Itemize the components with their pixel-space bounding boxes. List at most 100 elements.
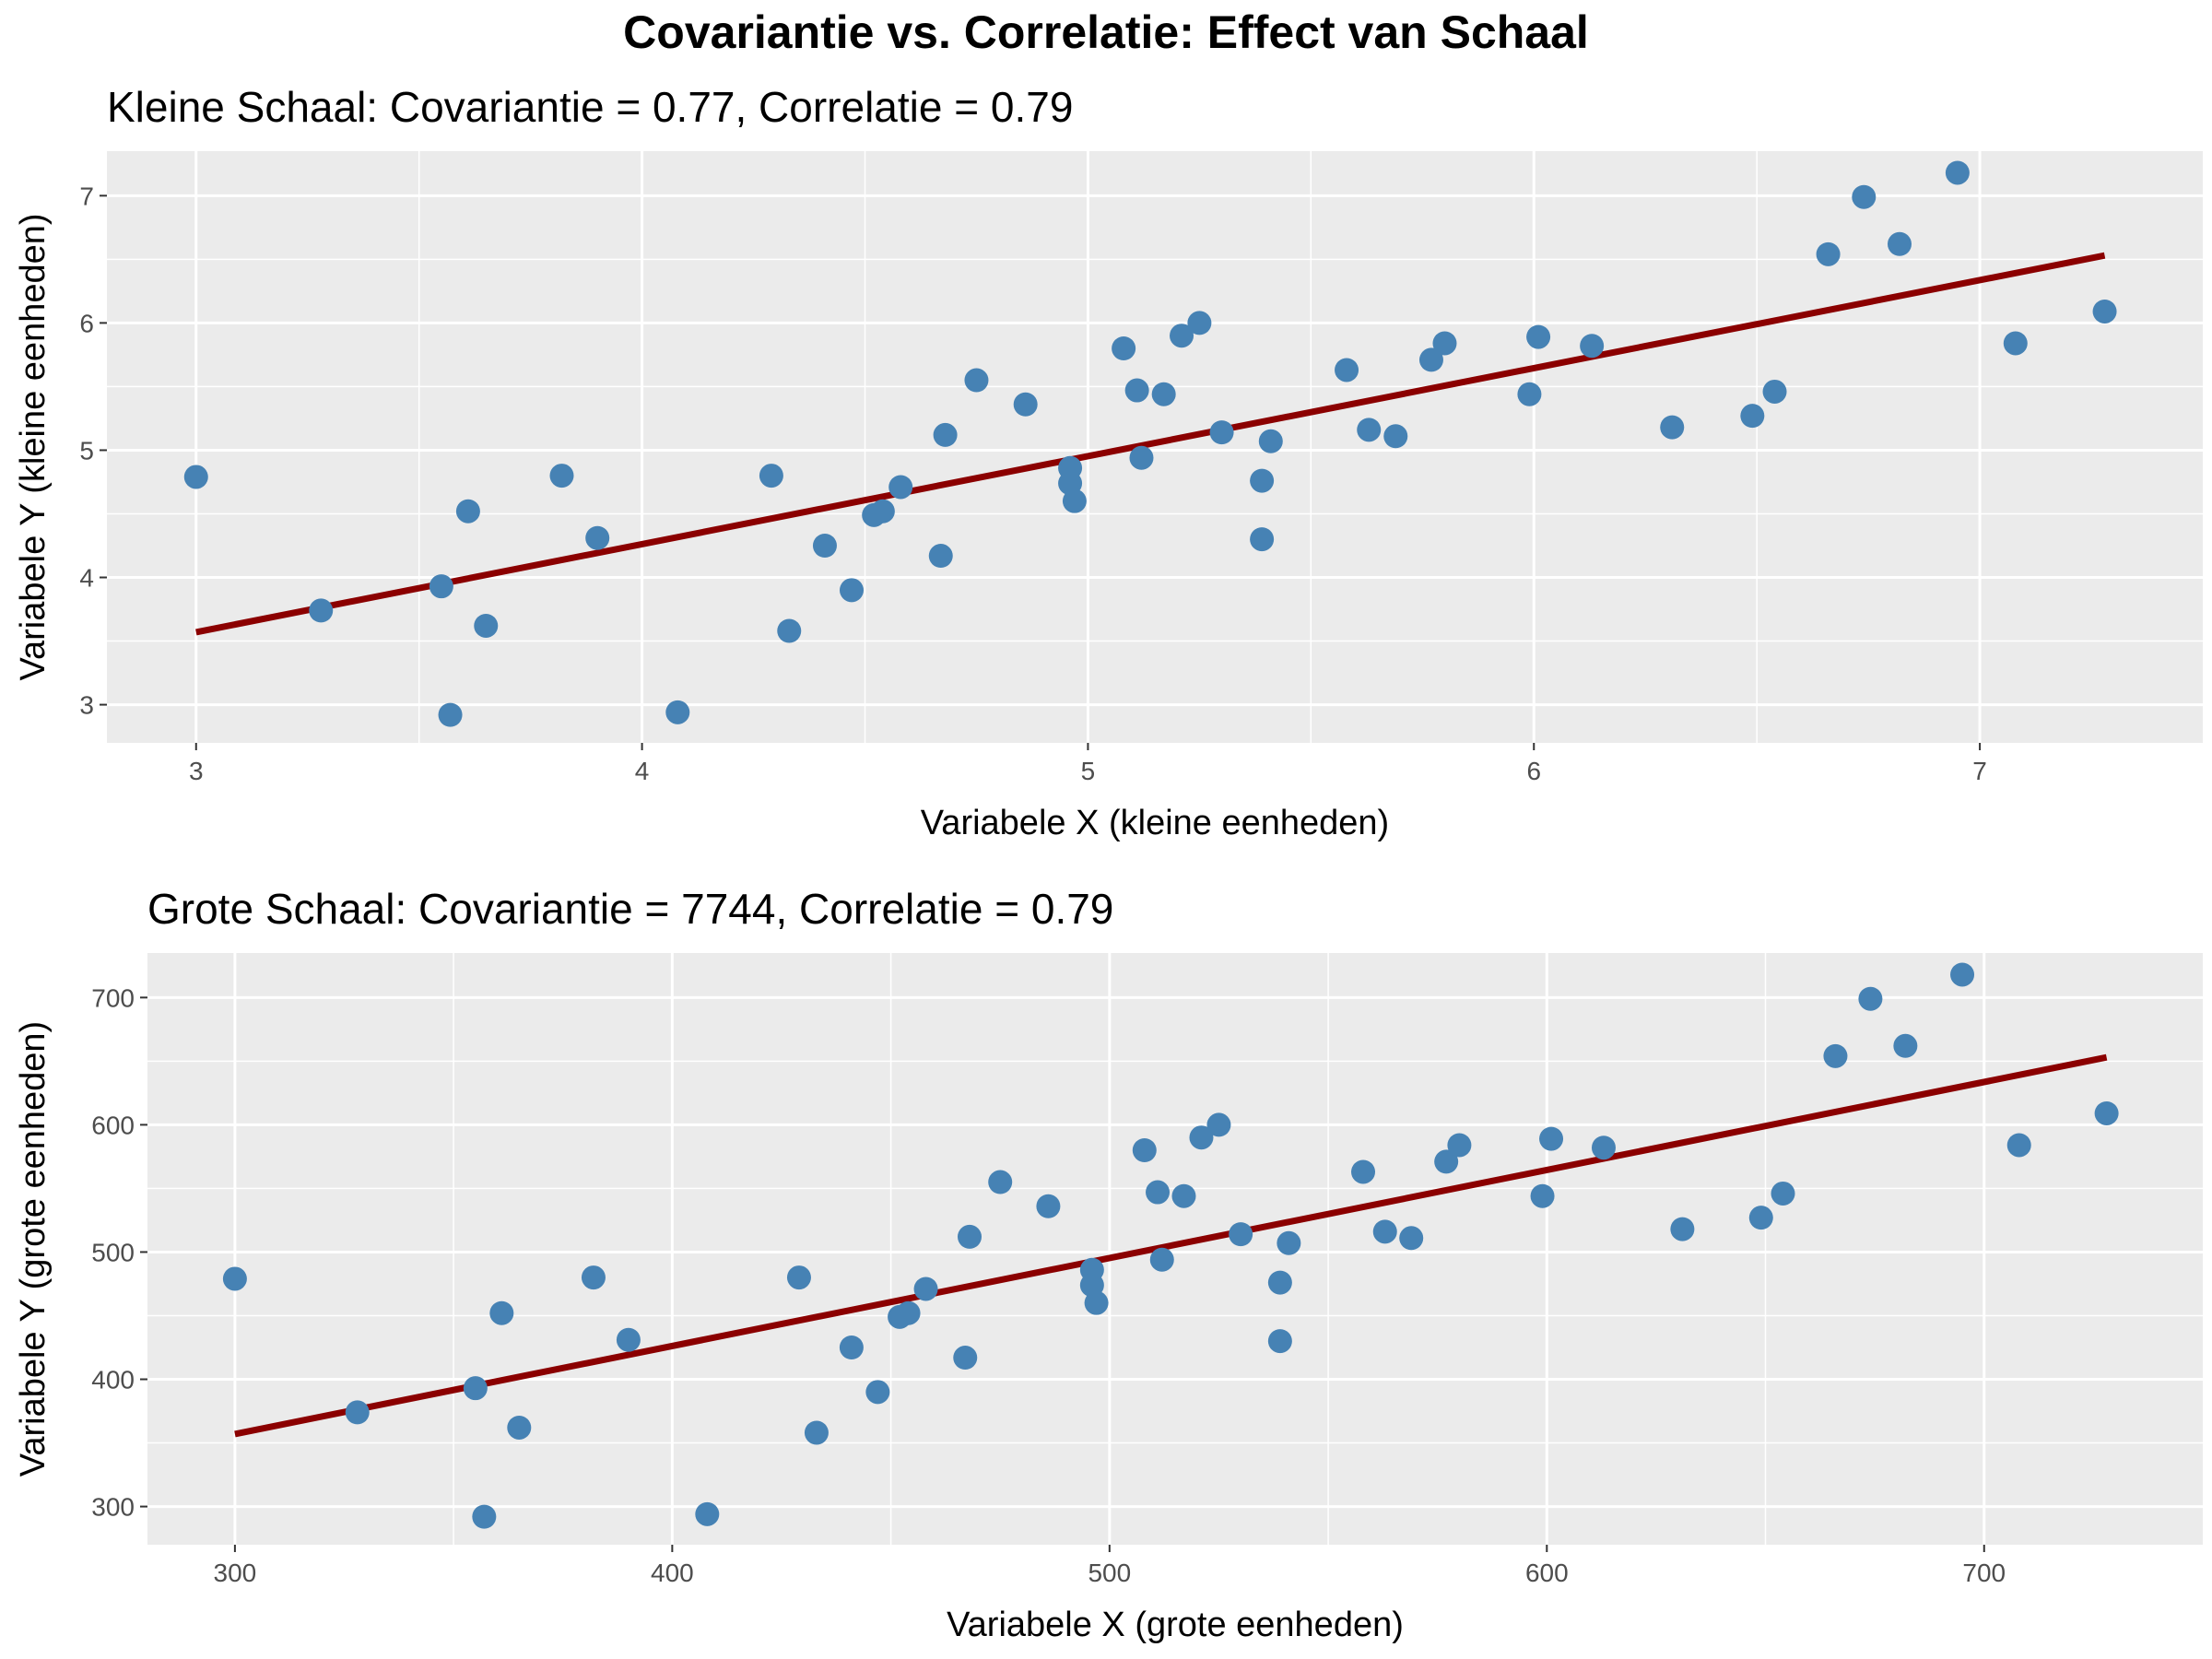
data-point: [1258, 429, 1283, 453]
regression-line: [234, 1053, 2108, 1438]
x-tick-label: 4: [635, 757, 650, 785]
data-point: [812, 534, 837, 558]
data-point: [1187, 311, 1212, 335]
data-point: [1084, 1290, 1109, 1315]
y-ticks-small: 3 4 5 6 7: [79, 182, 107, 720]
panel-title-large: Grote Schaal: Covariantie = 7744, Correl…: [147, 885, 1113, 933]
data-point: [1267, 1329, 1292, 1354]
data-point: [489, 1300, 514, 1325]
data-point: [1170, 324, 1194, 348]
data-point: [438, 702, 463, 727]
y-tick-label: 7: [79, 182, 94, 210]
data-point: [1229, 1222, 1253, 1247]
y-tick-label: 600: [91, 1111, 135, 1139]
data-point: [888, 475, 913, 500]
data-point: [1250, 468, 1275, 493]
panel-title-small: Kleine Schaal: Covariantie = 0.77, Corre…: [107, 83, 1073, 131]
data-point: [1852, 184, 1877, 209]
data-point: [1357, 418, 1382, 442]
data-point: [1124, 378, 1149, 403]
data-point: [1945, 160, 1970, 185]
data-point: [1748, 1206, 1773, 1230]
data-point: [309, 598, 334, 623]
x-tick-label: 3: [189, 757, 204, 785]
data-point: [839, 1335, 864, 1359]
data-point: [865, 1380, 890, 1405]
panel-small-scale: Kleine Schaal: Covariantie = 0.77, Corre…: [14, 83, 2203, 842]
data-point: [695, 1501, 720, 1526]
x-ticks-large: 300 400 500 600 700: [214, 1545, 2006, 1587]
data-point: [2006, 1133, 2031, 1158]
data-point: [1062, 488, 1087, 513]
data-point: [1151, 382, 1176, 406]
x-tick-label: 500: [1088, 1559, 1131, 1587]
fit-line-large: [234, 1053, 2108, 1438]
data-point: [1823, 1043, 1848, 1068]
data-point: [345, 1400, 370, 1425]
data-point: [1267, 1270, 1292, 1295]
data-point: [928, 544, 953, 569]
data-point: [1335, 358, 1359, 382]
y-ticks-large: 300 400 500 600 700: [91, 983, 147, 1522]
data-point: [472, 1504, 497, 1529]
y-tick-label: 400: [91, 1366, 135, 1394]
y-tick-label: 4: [79, 564, 94, 593]
data-point: [1858, 986, 1883, 1011]
data-point: [1762, 379, 1787, 404]
data-point: [1539, 1126, 1564, 1151]
data-point: [1950, 962, 1975, 987]
gridlines-small: [107, 151, 2203, 743]
regression-line: [195, 252, 2106, 636]
x-ticks-small: 3 4 5 6 7: [189, 743, 1987, 785]
data-point: [616, 1327, 641, 1352]
data-point: [870, 499, 895, 524]
y-tick-label: 500: [91, 1238, 135, 1266]
data-point: [1580, 334, 1605, 359]
data-point: [1189, 1125, 1214, 1150]
data-point: [804, 1420, 829, 1445]
data-point: [839, 578, 864, 603]
y-tick-label: 700: [91, 983, 135, 1012]
data-point: [2094, 1100, 2119, 1125]
data-point: [786, 1265, 811, 1290]
data-point: [1351, 1159, 1376, 1184]
data-point: [1206, 1112, 1231, 1137]
x-tick-label: 700: [1962, 1559, 2006, 1587]
data-point: [1399, 1226, 1424, 1251]
data-point: [183, 465, 208, 489]
points-large: [222, 962, 2119, 1529]
data-point: [549, 464, 574, 488]
data-point: [1209, 420, 1234, 445]
data-point: [222, 1266, 247, 1291]
main-title: Covariantie vs. Correlatie: Effect van S…: [623, 6, 1589, 58]
data-point: [1591, 1135, 1616, 1160]
data-point: [581, 1265, 606, 1290]
x-tick-label: 400: [651, 1559, 694, 1587]
data-point: [1887, 231, 1912, 256]
data-point: [455, 499, 480, 524]
data-point: [1517, 382, 1542, 406]
y-tick-label: 5: [79, 436, 94, 465]
points-small: [183, 160, 2117, 727]
x-tick-label: 600: [1525, 1559, 1569, 1587]
plot-area-large: [147, 953, 2203, 1545]
data-point: [1036, 1194, 1061, 1218]
data-point: [953, 1346, 978, 1371]
y-axis-title-small: Variabele Y (kleine eenheden): [14, 213, 53, 680]
data-point: [1771, 1181, 1795, 1206]
data-point: [429, 574, 453, 599]
x-axis-title-small: Variabele X (kleine eenheden): [921, 804, 1389, 842]
data-point: [988, 1170, 1013, 1194]
data-point: [1432, 331, 1457, 356]
data-point: [1816, 241, 1841, 266]
data-point: [1132, 1138, 1157, 1162]
data-point: [463, 1376, 488, 1401]
data-point: [1418, 347, 1443, 372]
data-point: [507, 1415, 532, 1440]
data-point: [1372, 1219, 1397, 1244]
x-axis-title-large: Variabele X (grote eenheden): [947, 1606, 1404, 1644]
data-point: [1434, 1149, 1459, 1174]
data-point: [1129, 445, 1154, 470]
x-tick-label: 6: [1526, 757, 1541, 785]
